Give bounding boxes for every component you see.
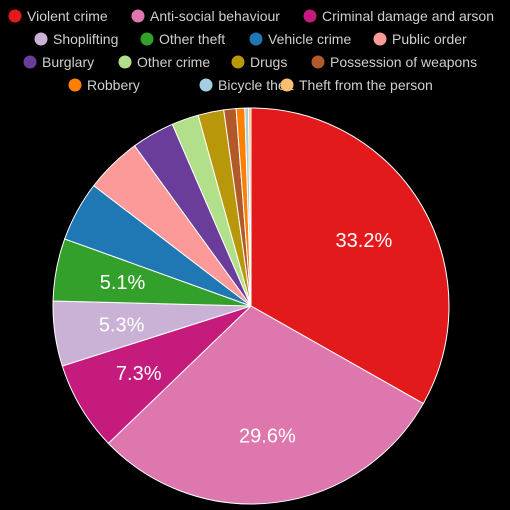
legend-swatch <box>249 32 263 46</box>
legend-swatch <box>199 78 213 92</box>
legend-item: Drugs <box>231 54 287 70</box>
legend-label: Theft from the person <box>299 77 433 93</box>
legend-label: Possession of weapons <box>330 54 477 70</box>
legend-swatch <box>68 78 82 92</box>
legend-item: Vehicle crime <box>249 31 351 47</box>
legend-item: Possession of weapons <box>311 54 477 70</box>
legend-swatch <box>23 55 37 69</box>
legend-label: Other theft <box>159 31 225 47</box>
legend-swatch <box>303 9 317 23</box>
pie-data-label: 5.1% <box>100 272 146 294</box>
legend-swatch <box>118 55 132 69</box>
legend-item: Public order <box>373 31 467 47</box>
legend-swatch <box>280 78 294 92</box>
pie-slices <box>52 107 450 505</box>
legend-label: Burglary <box>42 54 94 70</box>
legend-item: Shoplifting <box>34 31 118 47</box>
legend-label: Bicycle theft <box>218 77 294 93</box>
legend-label: Public order <box>392 31 467 47</box>
legend-item: Criminal damage and arson <box>303 8 494 24</box>
pie-data-label: 5.3% <box>99 314 145 336</box>
legend-item: Burglary <box>23 54 94 70</box>
legend-label: Violent crime <box>27 8 108 24</box>
legend-label: Drugs <box>250 54 287 70</box>
legend-label: Other crime <box>137 54 210 70</box>
pie-slice <box>250 107 450 405</box>
legend-label: Vehicle crime <box>268 31 351 47</box>
legend-label: Criminal damage and arson <box>322 8 494 24</box>
legend-item: Robbery <box>68 77 140 93</box>
legend-swatch <box>311 55 325 69</box>
legend-swatch <box>131 9 145 23</box>
legend-label: Anti-social behaviour <box>150 8 280 24</box>
pie-data-label: 29.6% <box>239 426 296 448</box>
pie-data-labels: 33.2% 29.6% 7.3% 5.3% 5.1% <box>99 230 393 447</box>
legend-swatch <box>140 32 154 46</box>
pie-data-label: 7.3% <box>116 363 162 385</box>
legend-item: Other crime <box>118 54 210 70</box>
legend-swatch <box>34 32 48 46</box>
legend-item: Anti-social behaviour <box>131 8 280 24</box>
legend-label: Shoplifting <box>53 31 118 47</box>
legend-item: Violent crime <box>8 8 108 24</box>
pie-data-label: 33.2% <box>336 230 393 252</box>
legend: Violent crime Anti-social behaviour Crimin… <box>8 8 494 93</box>
legend-item: Other theft <box>140 31 225 47</box>
legend-item: Bicycle theft <box>199 77 294 93</box>
legend-label: Robbery <box>87 77 140 93</box>
pie-slice <box>107 305 424 505</box>
pie-slice <box>248 107 252 307</box>
legend-swatch <box>231 55 245 69</box>
legend-item: Theft from the person <box>280 77 433 93</box>
legend-swatch <box>8 9 22 23</box>
legend-swatch <box>373 32 387 46</box>
